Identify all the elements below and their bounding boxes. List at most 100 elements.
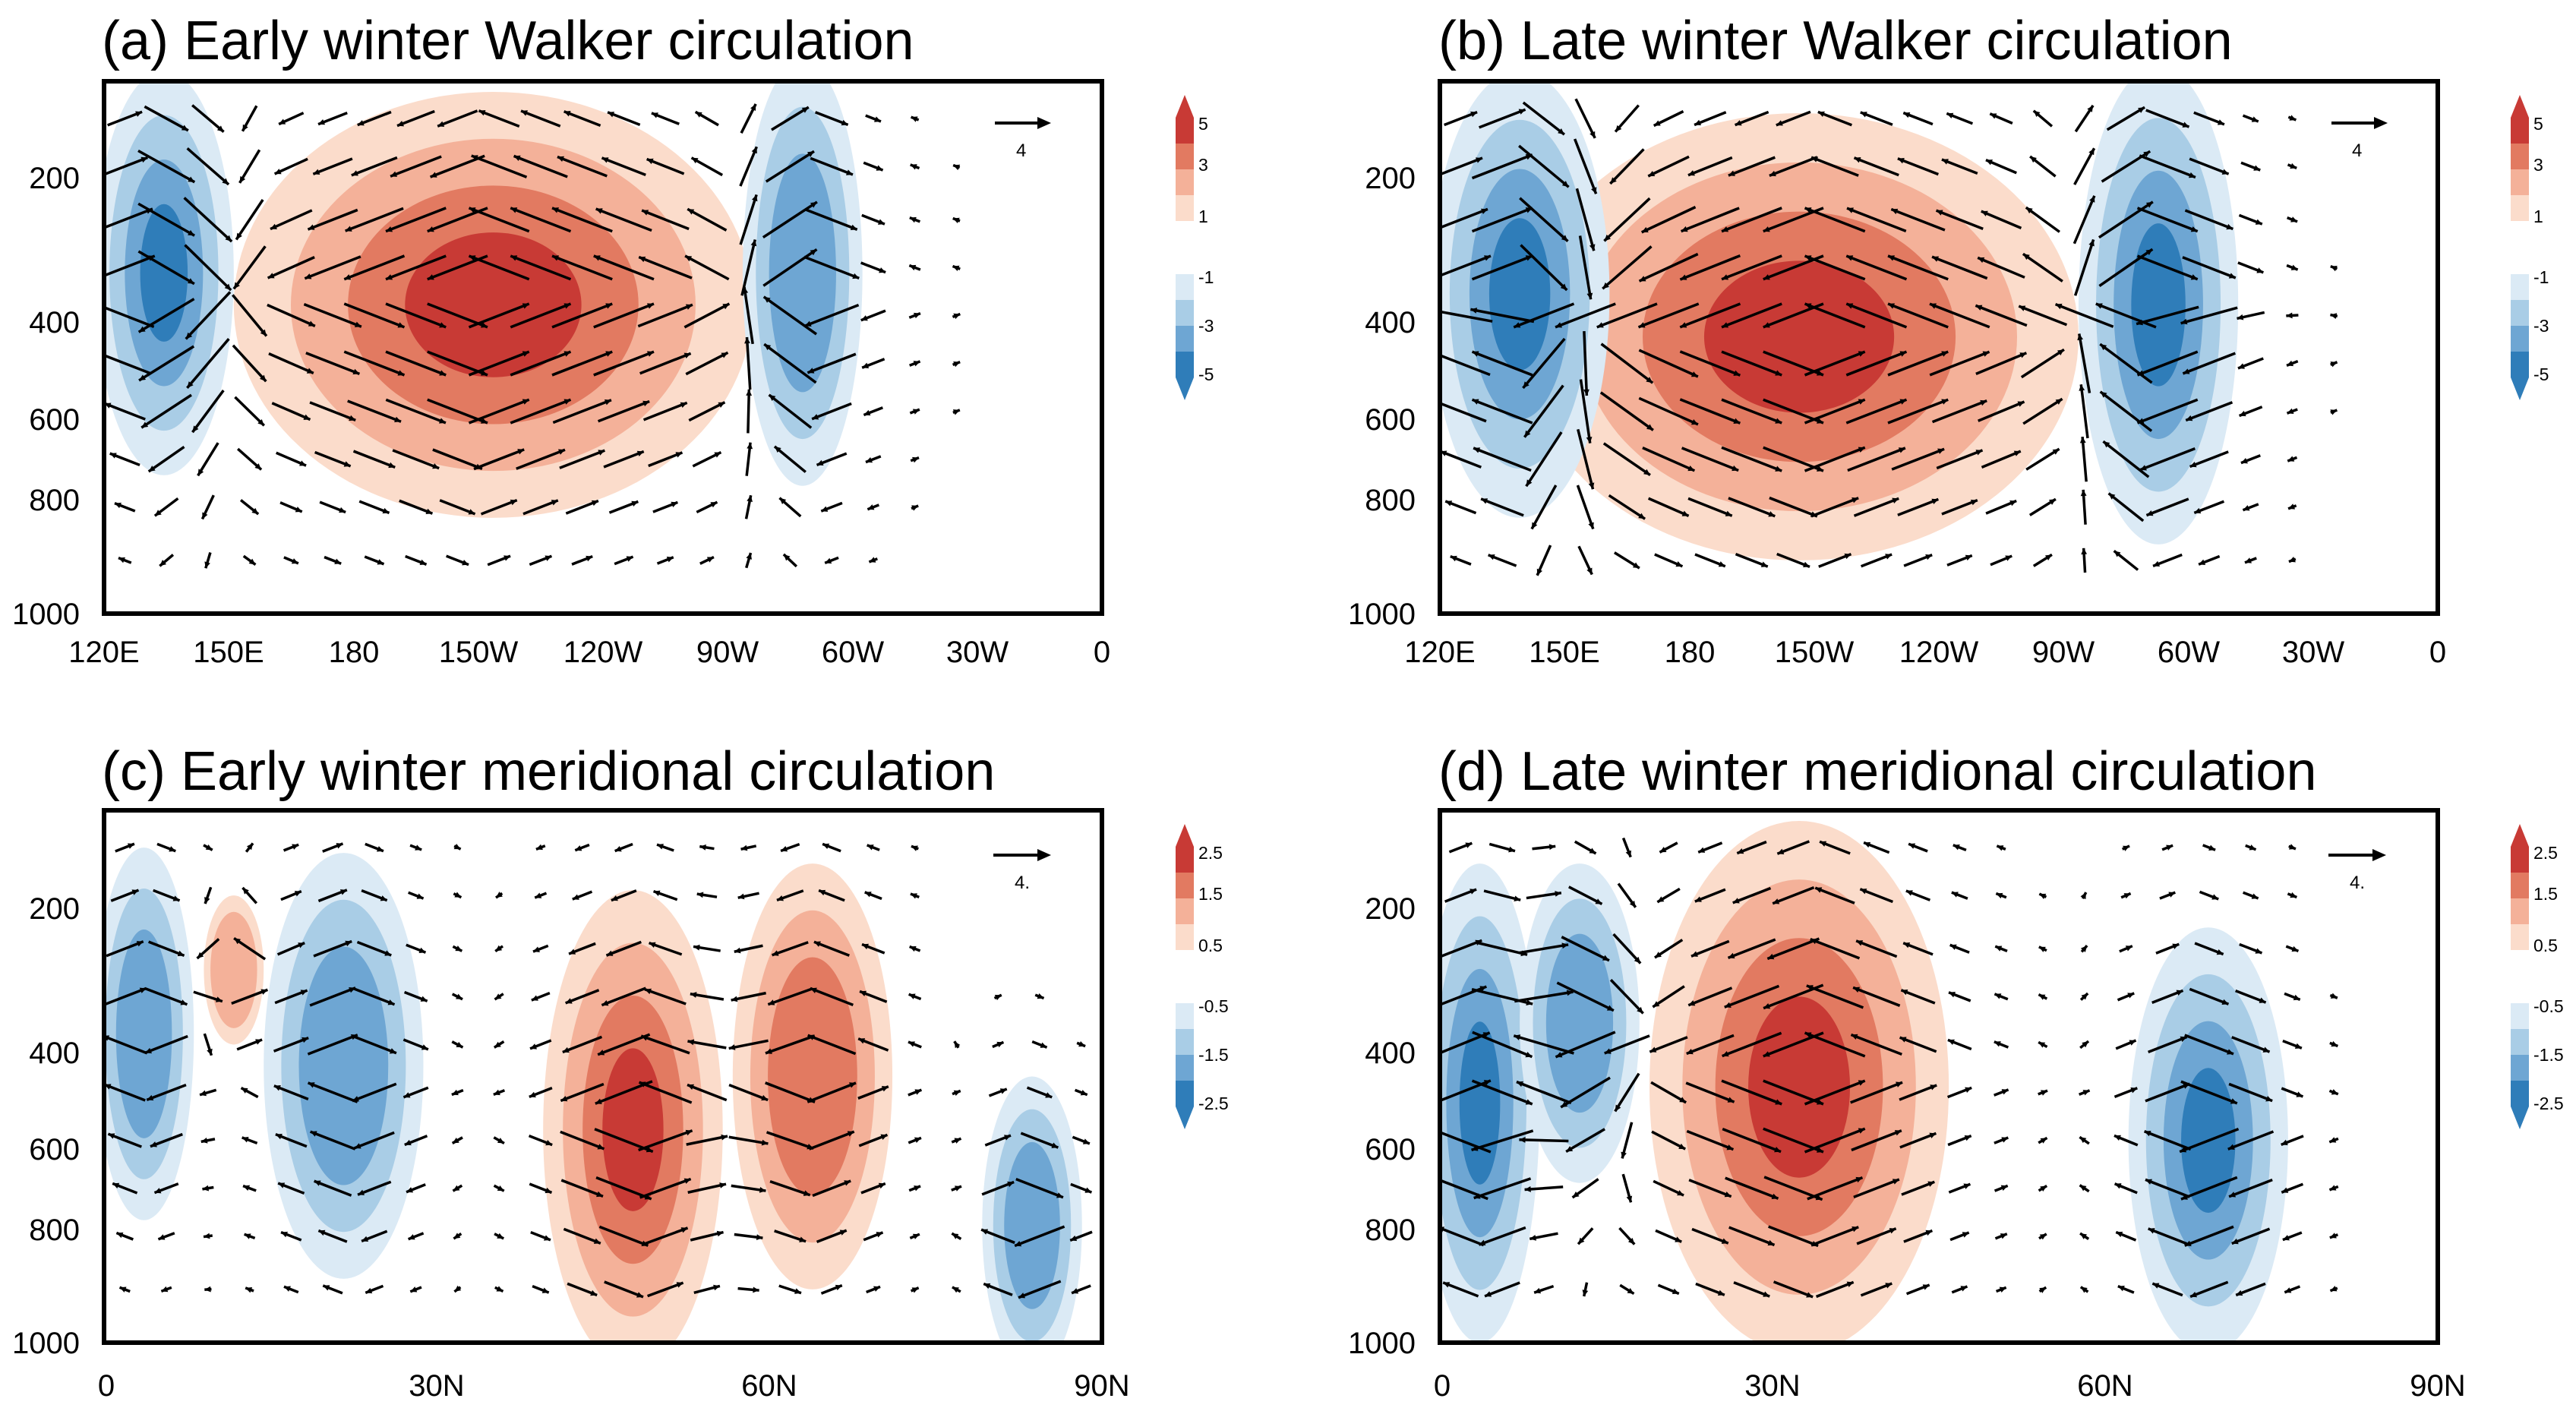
vector-arrow (343, 302, 406, 329)
vector-arrow-head (867, 504, 875, 510)
vector-arrow (191, 104, 225, 133)
vector-arrow-head (439, 322, 447, 328)
vector-arrow-head (136, 941, 144, 947)
vector-arrow (1688, 1179, 1732, 1198)
vector-arrow-head (427, 226, 434, 232)
vector-arrow-head (2040, 1185, 2047, 1192)
vector-arrow-head (954, 1138, 961, 1144)
vector-arrow (1773, 1280, 1814, 1299)
vector-arrow (642, 401, 688, 421)
vector-arrow (1941, 158, 1978, 175)
vector-arrow (1480, 497, 1524, 517)
vector-arrow-head (2081, 548, 2088, 555)
vector-arrow-head (1763, 274, 1770, 280)
vector-arrow-head (273, 1085, 281, 1091)
vector-arrow (639, 352, 692, 375)
vector-arrow (687, 1040, 727, 1050)
negative-contour-0-level-2 (115, 930, 172, 1138)
vector-arrow (307, 208, 358, 231)
vector-arrow (687, 1083, 728, 1102)
vector-arrow (728, 1039, 769, 1050)
vector-arrow-head (1892, 1179, 1899, 1185)
vector-arrow-head (844, 1180, 851, 1186)
vector-arrow-head (1606, 1005, 1614, 1011)
vector-arrow (2107, 492, 2145, 522)
vector-arrow-head (645, 988, 652, 995)
panel-c-vectors (104, 842, 1093, 1299)
vector-arrow (1887, 398, 1949, 425)
vector-arrow-head (747, 495, 753, 502)
vector-arrow (1853, 497, 1899, 517)
vector-arrow-head (746, 389, 753, 396)
vector-arrow-head (908, 1041, 915, 1047)
vector-arrow-head (913, 361, 920, 367)
vector-arrow (1519, 1138, 1569, 1143)
vector-arrow-head (1596, 322, 1604, 328)
vector-arrow (562, 1035, 603, 1054)
vector-arrow (810, 986, 854, 1006)
colorbar-warm-block (2511, 118, 2529, 144)
vector-arrow-head (2180, 1147, 2187, 1153)
vector-arrow-head (1678, 1143, 1686, 1150)
colorbar-tick: -3 (1198, 316, 1214, 336)
vector-arrow (1887, 350, 1949, 377)
negative-contour-2-level-2 (298, 946, 389, 1185)
colorbar-tick: -2.5 (1198, 1094, 1229, 1113)
x-tick: 90N (1074, 1369, 1129, 1403)
vector-arrow-head (1846, 255, 1854, 261)
vector-arrow-head (545, 1187, 552, 1194)
vector-arrow-head (1936, 210, 1943, 216)
vector-arrow-head (239, 175, 246, 183)
vector-arrow (385, 254, 447, 281)
vector-arrow-head (1604, 234, 1612, 241)
vector-arrow-head (772, 950, 779, 956)
vector-arrow-head (2017, 401, 2025, 407)
vector-arrow (646, 157, 685, 175)
vector-arrow-head (1530, 1235, 1536, 1241)
vector-arrow-head (2127, 993, 2135, 999)
vector-arrow-head (301, 1037, 309, 1043)
vector-arrow (1686, 1129, 1735, 1151)
vector-arrow-head (1722, 322, 1728, 328)
vector-arrow (520, 109, 561, 128)
vector-arrow-head (294, 891, 301, 897)
negative-contour-1-level-3 (140, 204, 188, 342)
vector-arrow-head (1070, 1235, 1078, 1242)
y-tick: 200 (29, 162, 80, 195)
vector-arrow-head (1965, 554, 1972, 561)
vector-arrow-head (1589, 131, 1596, 138)
reference-arrow-head (2374, 117, 2388, 129)
vector-arrow-head (1721, 1238, 1728, 1244)
vector-arrow-head (1960, 1286, 1968, 1292)
vector-arrow-head (1472, 351, 1479, 357)
vector-arrow (638, 255, 693, 279)
vector-arrow (432, 448, 483, 470)
vector-arrow (605, 940, 642, 957)
vector-arrow-head (147, 1094, 154, 1101)
panel-c-reference-vector: 4. (993, 849, 1051, 893)
vector-arrow-head (954, 1041, 961, 1049)
vector-arrow-head (2103, 441, 2110, 448)
vector-arrow (1520, 244, 1568, 292)
vector-arrow (1609, 148, 1645, 185)
vector-arrow-head (706, 557, 714, 563)
vector-arrow (137, 202, 195, 237)
vector-arrow-head (145, 1047, 153, 1054)
vector-arrow-head (1485, 1291, 1492, 1297)
vector-arrow (1638, 349, 1699, 378)
vector-arrow-head (2262, 1046, 2270, 1053)
vector-arrow-head (565, 998, 573, 1004)
vector-arrow-head (200, 1090, 207, 1097)
vector-arrow (343, 350, 406, 377)
panel-c-field (104, 848, 1082, 1343)
vector-arrow-head (236, 232, 242, 240)
vector-arrow-head (1846, 207, 1854, 213)
vector-arrow-head (408, 1234, 415, 1240)
vector-arrow-head (241, 1087, 248, 1094)
vector-arrow-head (242, 1137, 249, 1143)
vector-arrow-head (437, 121, 445, 127)
vector-arrow (104, 354, 151, 375)
vector-arrow-head (564, 399, 571, 405)
vector-arrow-head (604, 399, 611, 406)
